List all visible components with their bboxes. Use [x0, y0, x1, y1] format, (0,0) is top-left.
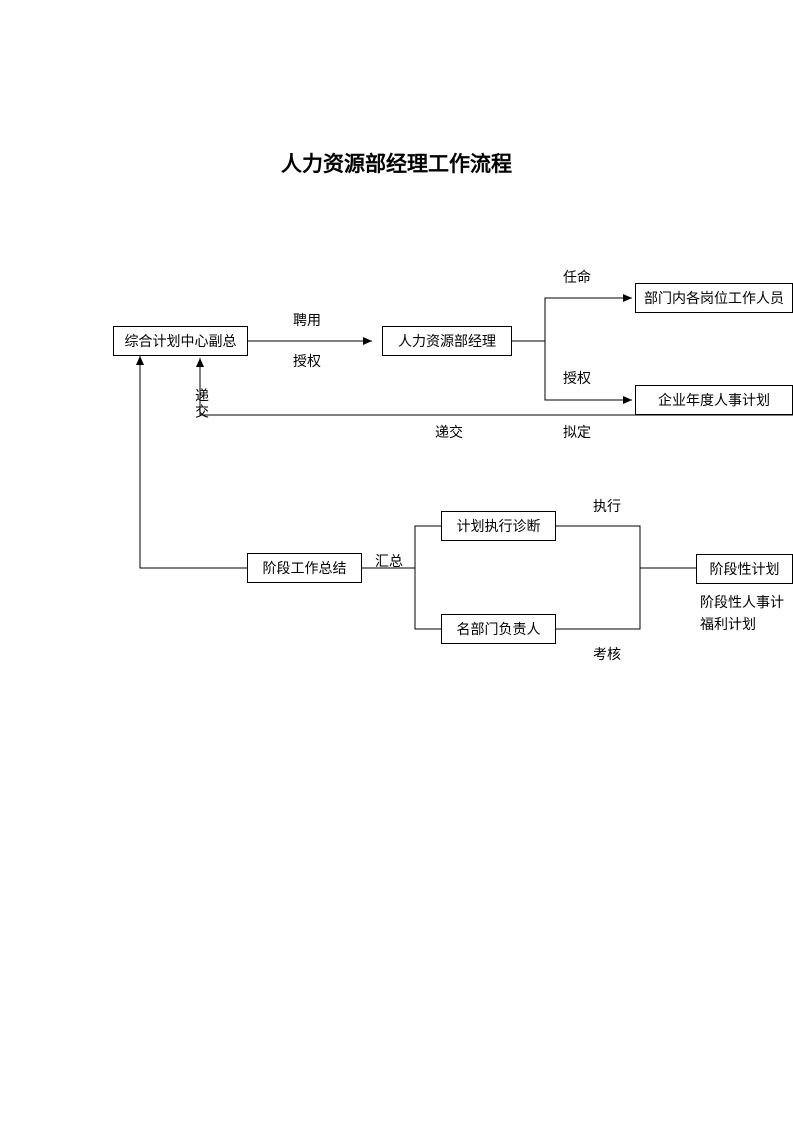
edges-layer [0, 0, 793, 1122]
page: 人力资源部经理工作流程 综合计划中心副总 人力资源部经理 部门内各岗位工作人员 … [0, 0, 793, 1122]
